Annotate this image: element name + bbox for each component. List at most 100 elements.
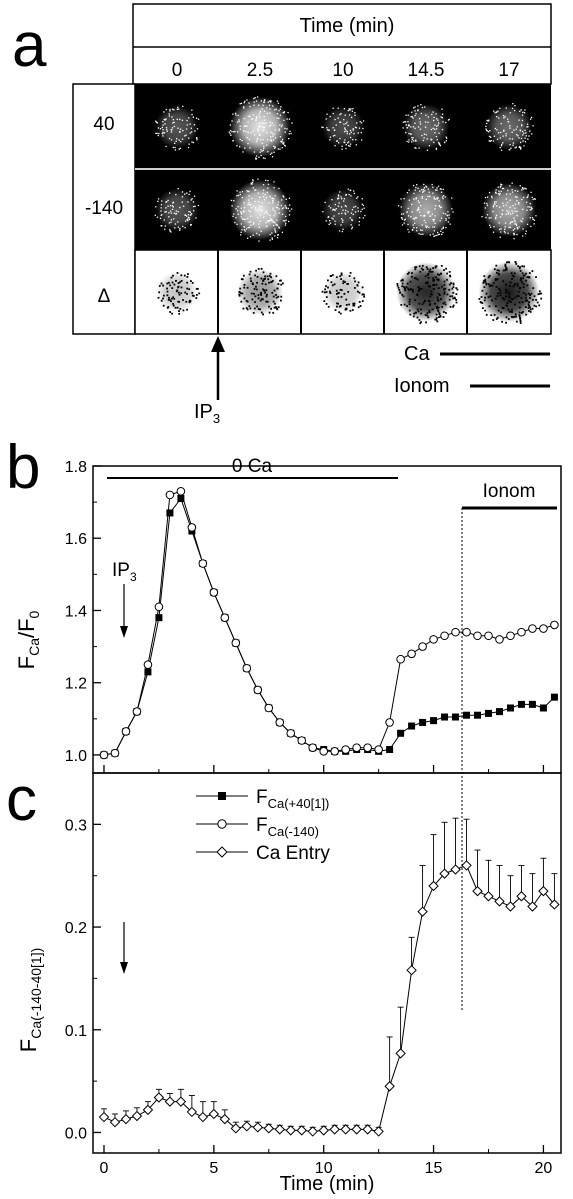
cell-speck [512,316,515,319]
cell-speck [493,268,496,271]
cell-speck [249,307,252,310]
panel-b-y-ticks: 1.01.21.41.61.8 [65,459,101,765]
cell-speck [401,285,404,288]
cell-speck [424,299,426,302]
cell-speck [268,275,271,277]
panel-c-series [98,817,560,1137]
cell-speck [420,112,422,115]
cell-speck [259,110,261,112]
cell-speck [181,138,184,140]
cell-speck [500,228,502,230]
cell-speck [195,287,198,290]
cell-speck [334,203,336,206]
cell-speck [407,223,409,226]
cell-speck [442,231,444,234]
cell-speck [452,305,454,308]
cell-speck [236,195,238,197]
cell-speck [265,211,268,213]
cell-speck [449,306,452,308]
cell-speck [492,140,495,142]
cell-speck [347,291,350,293]
cell-speck [497,309,500,312]
cell-speck [436,118,438,120]
cell-speck [271,122,273,124]
cell-speck [491,197,493,199]
cell-speck [166,294,169,297]
cell-speck [438,316,440,319]
cell-speck [523,265,525,268]
cell-speck [169,229,171,231]
cell-speck [514,207,516,209]
cell-speck [276,117,278,119]
cell-speck [442,302,445,305]
cell-speck [421,134,423,137]
cell-speck [511,278,513,280]
cell-speck [171,205,173,207]
cell-speck [281,140,283,142]
cell-speck [357,132,359,134]
cell-speck [245,228,248,230]
cell-speck [452,297,455,300]
cell-speck [431,270,434,273]
cell-speck [163,219,165,221]
cell-speck [248,273,251,276]
cell-speck [411,203,413,206]
cell-speck [424,106,426,108]
cell-speck [262,189,265,191]
cell-speck [519,317,522,320]
cell-speck [283,119,285,121]
cell-speck [169,230,171,232]
diamond-marker [483,891,494,902]
cell-speck [531,307,534,310]
cell-speck [430,128,433,131]
cell-speck [427,211,429,213]
legend-label: FCa(-140) [256,815,319,839]
cell-speck [179,308,182,310]
cell-speck [415,186,417,189]
cell-speck [281,147,283,149]
cell-speck [161,225,163,227]
cell-speck [518,287,521,290]
cell-speck [428,270,431,273]
cell-speck [243,118,245,120]
cell-speck [264,283,267,286]
cell-speck [501,187,504,190]
cell-speck [443,280,446,283]
cell-speck [418,289,420,291]
cell-speck [191,198,193,200]
cell-speck [326,127,328,129]
circle-marker [440,631,449,641]
cell-speck [532,287,535,289]
cell-speck [165,211,167,213]
cell-speck [273,147,276,149]
cell-speck [274,302,276,305]
cell-speck [341,198,343,200]
cell-speck [164,123,166,125]
cell-speck [438,313,441,315]
square-marker [517,700,525,708]
cell-speck [270,131,272,133]
cell-speck [406,211,408,213]
cell-speck [163,294,165,297]
cell-speck [435,284,438,286]
cell-speck [419,270,422,273]
cell-speck [521,198,523,201]
cell-speck [190,280,192,282]
cell-speck [437,309,439,312]
cell-speck [340,196,342,198]
cell-speck [419,322,422,325]
cell-speck [435,128,438,130]
cell-speck [272,207,274,209]
cell-glow [478,261,540,323]
cell-speck [157,198,160,200]
cell-speck [165,145,167,148]
cell-speck [269,112,271,114]
cell-speck [490,314,493,317]
cell-speck [321,290,324,293]
panel-c-x-label: Time (min) [280,1173,375,1195]
cell-speck [258,114,260,116]
cell-speck [273,181,275,183]
cell-speck [264,99,266,101]
cell-speck [518,315,521,317]
cell-speck [273,187,275,189]
